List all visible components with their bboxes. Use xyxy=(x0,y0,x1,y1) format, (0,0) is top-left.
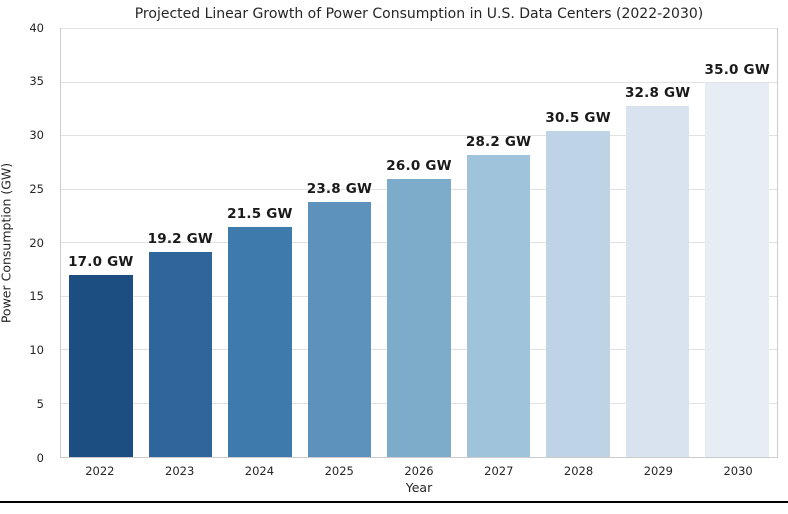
bar-value-label-2029: 32.8 GW xyxy=(624,85,691,102)
x-tick-2027: 2027 xyxy=(484,464,514,478)
bar-value-label-2026: 26.0 GW xyxy=(386,157,452,174)
gridline-y-30 xyxy=(61,135,777,136)
bar-2023 xyxy=(148,251,213,457)
bar-value-label-2023: 19.2 GW xyxy=(147,230,214,247)
plot-area: 17.0 GW 19.2 GW 21.5 GW 23.8 GW 26.0 GW 28.2 … xyxy=(60,28,778,458)
y-axis-tick-labels: 0 5 10 15 20 25 30 35 40 xyxy=(0,22,52,463)
bottom-divider-rule xyxy=(0,501,788,503)
x-tick-2022: 2022 xyxy=(85,464,115,478)
bar-value-label-2028: 30.5 GW xyxy=(545,109,611,126)
y-tick-5: 5 xyxy=(36,396,44,411)
chart-title: Projected Linear Growth of Power Consump… xyxy=(134,6,704,22)
x-tick-2023: 2023 xyxy=(165,464,195,478)
bar-2027 xyxy=(466,155,531,457)
y-tick-15: 15 xyxy=(29,289,44,303)
bar-value-label-2022: 17.0 GW xyxy=(68,254,134,271)
x-tick-2026: 2026 xyxy=(404,464,434,478)
y-tick-20: 20 xyxy=(29,235,44,250)
y-tick-30: 30 xyxy=(29,127,44,142)
x-tick-2029: 2029 xyxy=(643,464,673,478)
x-tick-2024: 2024 xyxy=(244,464,275,478)
bar-2029 xyxy=(625,106,690,457)
gridline-y-40 xyxy=(61,28,777,29)
gridline-y-35 xyxy=(61,81,777,83)
bar-2025 xyxy=(307,202,372,457)
bar-value-label-2024: 21.5 GW xyxy=(227,205,293,222)
y-tick-25: 25 xyxy=(29,181,44,196)
y-tick-0: 0 xyxy=(36,450,44,465)
x-tick-2028: 2028 xyxy=(563,464,594,478)
bar-value-label-2027: 28.2 GW xyxy=(465,134,532,151)
bar-2028 xyxy=(546,130,610,457)
bar-2024 xyxy=(228,226,292,457)
bar-2030 xyxy=(705,82,770,457)
x-axis-label: Year xyxy=(405,480,433,495)
bar-value-label-2025: 23.8 GW xyxy=(306,181,373,198)
x-axis-tick-labels: 2022 2023 2024 2025 2026 2027 2028 2029 2030 xyxy=(60,464,778,480)
y-tick-10: 10 xyxy=(29,342,44,357)
y-tick-40: 40 xyxy=(29,20,44,35)
bar-value-label-2030: 35.0 GW xyxy=(704,61,770,78)
y-tick-35: 35 xyxy=(29,74,44,88)
bar-2022 xyxy=(68,275,133,457)
bar-2026 xyxy=(387,178,451,457)
x-tick-2025: 2025 xyxy=(324,464,354,478)
x-tick-2030: 2030 xyxy=(723,464,753,478)
